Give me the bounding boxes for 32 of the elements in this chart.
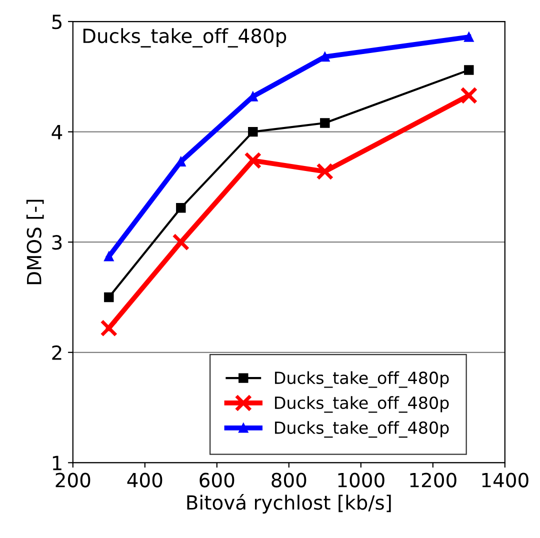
point — [464, 32, 474, 42]
x-axis-title: Bitová rychlost [kb/s] — [187, 494, 391, 514]
point — [172, 233, 190, 251]
x-tick-label: 1400 — [482, 472, 528, 488]
point — [176, 203, 186, 213]
point — [104, 252, 114, 262]
x-tick-label: 800 — [272, 472, 306, 488]
legend-label: Ducks_take_off_480p — [275, 421, 449, 438]
x-tick-label: 600 — [200, 472, 234, 488]
point — [320, 52, 330, 62]
point — [320, 118, 330, 128]
point — [244, 152, 262, 170]
x-tick-label: 1200 — [410, 472, 456, 488]
point — [460, 86, 478, 104]
point — [100, 319, 118, 337]
y-tick-label: 5 — [52, 14, 62, 30]
legend-label: Ducks_take_off_480p — [275, 396, 449, 413]
y-tick-label: 4 — [52, 125, 62, 140]
x-tick-label: 200 — [56, 472, 90, 488]
y-tick-label: 1 — [52, 456, 62, 470]
y-tick-label: 2 — [52, 345, 62, 360]
legend-label: Ducks_take_off_480p — [275, 371, 449, 388]
x-tick-label: 400 — [127, 472, 162, 488]
point — [464, 65, 474, 75]
x-tick-label: 1000 — [338, 472, 384, 488]
point — [316, 162, 334, 180]
y-tick-label: 3 — [52, 235, 62, 250]
point — [248, 126, 258, 137]
y-axis-title: DMOS [-] — [26, 200, 44, 284]
point — [176, 156, 186, 166]
chart-title: Ducks_take_off_480p — [83, 28, 286, 48]
point — [104, 292, 114, 302]
